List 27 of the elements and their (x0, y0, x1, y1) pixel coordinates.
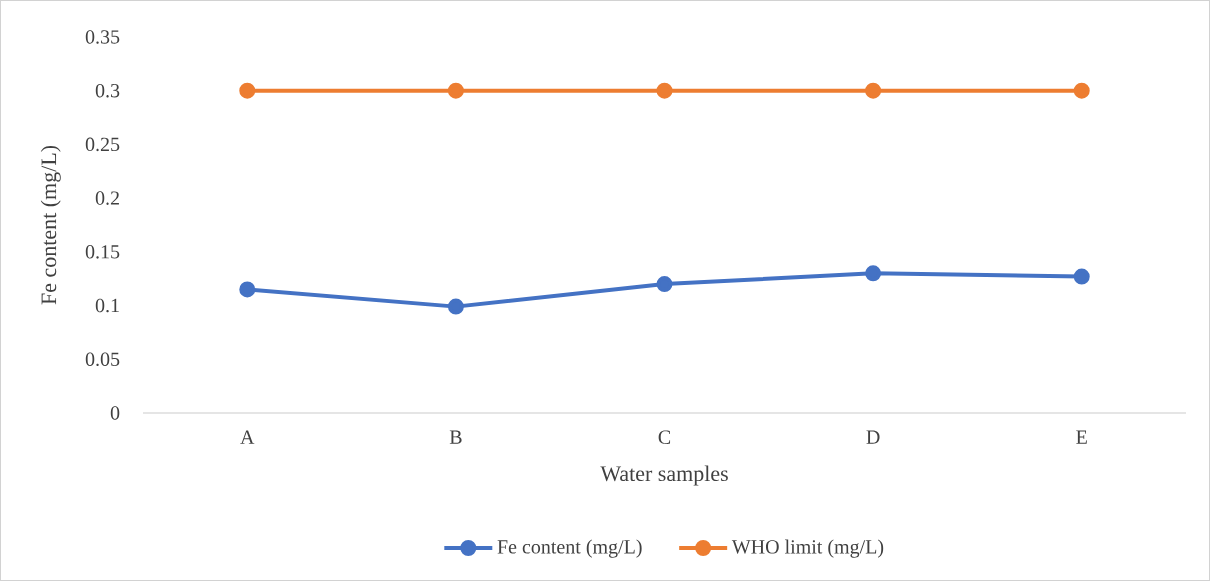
y-tick-label: 0.15 (85, 245, 120, 259)
y-tick-label: 0 (110, 406, 120, 420)
y-tick-label: 0.3 (95, 83, 120, 98)
point (239, 281, 256, 298)
x-tick-label: B (449, 430, 462, 444)
legend-label: WHO limit (mg/L) (731, 539, 884, 558)
y-tick-label: 0.05 (85, 352, 120, 367)
y-tick-label: 0.35 (85, 30, 120, 44)
y-tick-label: 0.1 (95, 298, 119, 313)
y-tick-label: 0.2 (95, 191, 119, 205)
point (447, 298, 464, 315)
y-axis-title: Fe content (mg/L) (40, 145, 61, 305)
x-tick-label: E (1076, 430, 1087, 444)
point (656, 276, 673, 293)
x-axis-title: Water samples (600, 465, 728, 486)
point (865, 265, 882, 282)
legend-label: Fe content (mg/L) (497, 539, 642, 558)
x-tick-label: D (866, 430, 880, 444)
point (1073, 268, 1090, 285)
x-tick-label: C (658, 430, 671, 445)
point (447, 82, 464, 99)
point (656, 82, 673, 99)
point (865, 82, 882, 99)
point (1073, 82, 1090, 99)
y-tick-label: 0.25 (85, 137, 120, 152)
x-tick-label: A (240, 430, 255, 444)
point (239, 82, 256, 99)
